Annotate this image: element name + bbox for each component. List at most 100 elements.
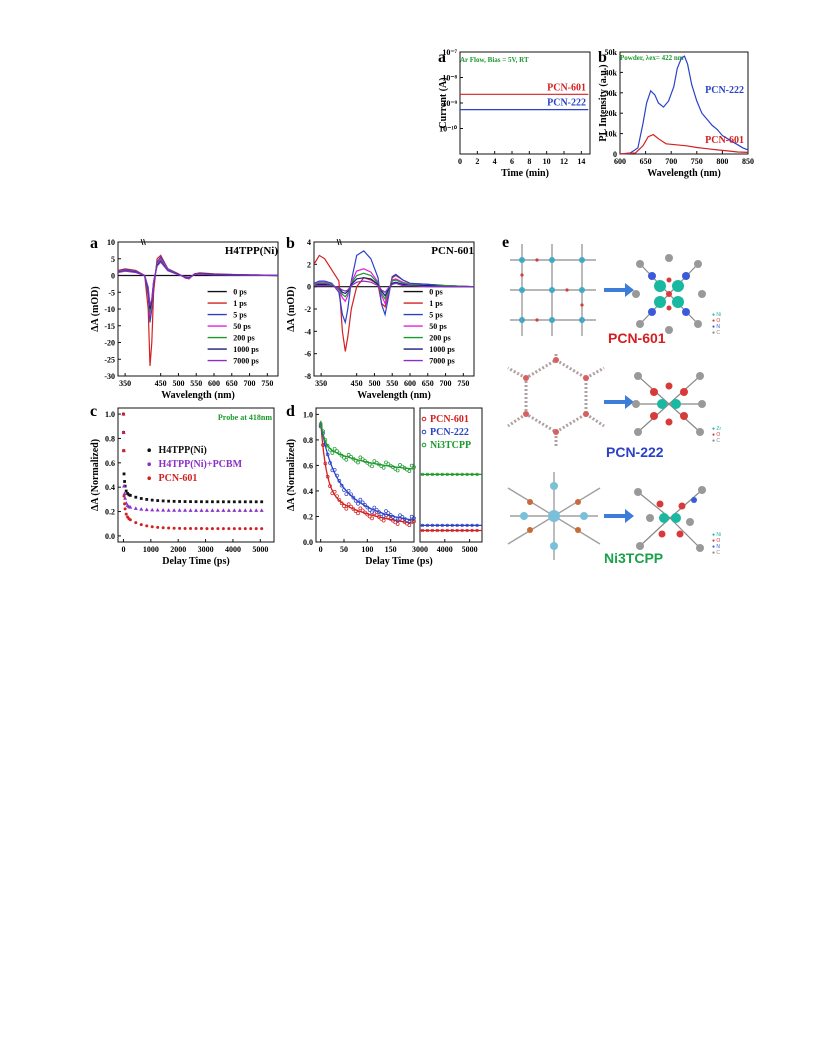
ni3tcpp-cluster-image [634, 486, 706, 552]
y-tick-label: 5 [111, 255, 115, 264]
data-point [386, 515, 391, 520]
data-point [372, 505, 377, 510]
x-tick-label: 450 [351, 379, 363, 388]
x-tick-label: 5000 [252, 545, 268, 554]
data-point [470, 472, 474, 477]
x-tick-label: 2 [475, 157, 479, 166]
x-axis-title: Wavelength (nm) [647, 168, 721, 179]
spectrum-line [117, 257, 279, 316]
fit-line-pcn-601 [320, 421, 414, 524]
legend-label: 1 ps [429, 299, 443, 308]
data-point [356, 511, 360, 516]
data-point [121, 412, 125, 416]
legend-label: 7000 ps [233, 357, 259, 366]
x-tick-label: 0 [121, 545, 125, 554]
data-point [450, 523, 454, 528]
bottom-e-letter: e [502, 234, 509, 251]
data-point [216, 500, 220, 504]
bottom-panel-e: e ● Ni ● O ● N ● C PCN-601 [500, 232, 740, 572]
bottom-c-note: Probe at 418nm [218, 413, 272, 422]
data-point [183, 526, 187, 530]
data-point [363, 510, 367, 515]
data-point [367, 462, 372, 467]
data-point [425, 528, 430, 533]
bottom-panel-b: b PCN-601 350 450 500 550 600 650 700 750 4 2 0 -2 -… [284, 232, 490, 404]
data-point [332, 446, 337, 451]
top-panel-a: a Ar Flow, Bias = 5V, RT 0 2 4 6 8 10 12 14 10⁻⁷… [438, 46, 598, 182]
x-tick-label: 50 [340, 545, 348, 554]
y-tick-label: 4 [307, 238, 311, 247]
y-tick-label: 20k [605, 109, 618, 118]
x-tick-label: 500 [172, 379, 184, 388]
arrow-icon [604, 283, 634, 297]
data-point [210, 508, 215, 512]
data-point [248, 508, 253, 512]
data-point [346, 488, 351, 493]
data-point [339, 501, 344, 506]
data-point [386, 511, 391, 515]
data-point [455, 528, 459, 533]
data-point [210, 527, 214, 531]
y-tick-label: 1.0 [105, 410, 115, 419]
data-point [232, 500, 236, 504]
data-point [211, 500, 214, 504]
data-point [183, 508, 188, 512]
data-point [365, 460, 370, 465]
data-point [342, 455, 346, 460]
data-point [194, 500, 198, 504]
x-tick-label: 450 [155, 379, 167, 388]
x-tick-label: 600 [208, 379, 220, 388]
legend-label: 5 ps [429, 311, 443, 320]
data-point [470, 528, 474, 533]
data-point [128, 505, 133, 509]
bottom-panel-d: d 0 50 100 150 3000 4000 5000 0.0 0.2 0.4 0.6 0.8 1.… [284, 400, 490, 570]
bottom-e-letter-svg: e [502, 234, 509, 251]
data-point [344, 506, 349, 511]
data-point [226, 508, 231, 512]
data-point [360, 508, 365, 513]
y-tick-label: 30k [605, 89, 618, 98]
data-point [139, 497, 143, 500]
spectrum-line [314, 280, 474, 294]
data-point [249, 527, 253, 531]
y-tick-label: 0.0 [303, 538, 313, 547]
data-point [145, 498, 149, 501]
data-point [342, 488, 346, 492]
data-point [325, 452, 330, 457]
data-point [172, 499, 176, 503]
y-tick-label: 10⁻⁷ [442, 48, 457, 57]
y-tick-label: 10⁻⁸ [442, 74, 457, 83]
legend-label: 1 ps [233, 299, 247, 308]
x-tick-label: 150 [385, 545, 397, 554]
data-point [323, 438, 328, 442]
data-point [353, 458, 358, 463]
ni3tcpp-label: Ni3TCPP [604, 550, 664, 566]
data-point [475, 472, 479, 477]
legend-swatch [147, 448, 151, 453]
x-tick-label: 2000 [170, 545, 186, 554]
data-point [365, 505, 370, 510]
data-point [344, 492, 349, 496]
data-point [346, 452, 351, 457]
data-point [150, 507, 155, 512]
series-line-pcn-601 [619, 133, 749, 155]
data-point [435, 472, 440, 477]
data-point [166, 508, 171, 512]
top-b-note: Powder, λex= 422 nm [620, 54, 684, 62]
y-tick-label: -8 [304, 372, 311, 381]
plot-frame [117, 407, 275, 543]
plot-frame [619, 51, 749, 155]
data-point [161, 499, 165, 503]
data-point [205, 527, 209, 531]
bottom-a-chart: a H4TPP(Ni) 350 450 500 550 600 650 700 7501050… [90, 235, 279, 401]
data-point [134, 521, 138, 525]
x-tick-label: 700 [440, 379, 452, 388]
series-label: PCN-222 [705, 85, 744, 96]
data-point [465, 472, 469, 477]
y-axis-title: ΔA (mOD) [286, 286, 297, 331]
y-tick-label: -15 [104, 322, 115, 331]
x-tick-label: 3000 [198, 545, 214, 554]
data-point [122, 491, 127, 496]
x-tick-label: 600 [404, 379, 416, 388]
x-axis-title: Wavelength (nm) [357, 390, 431, 401]
